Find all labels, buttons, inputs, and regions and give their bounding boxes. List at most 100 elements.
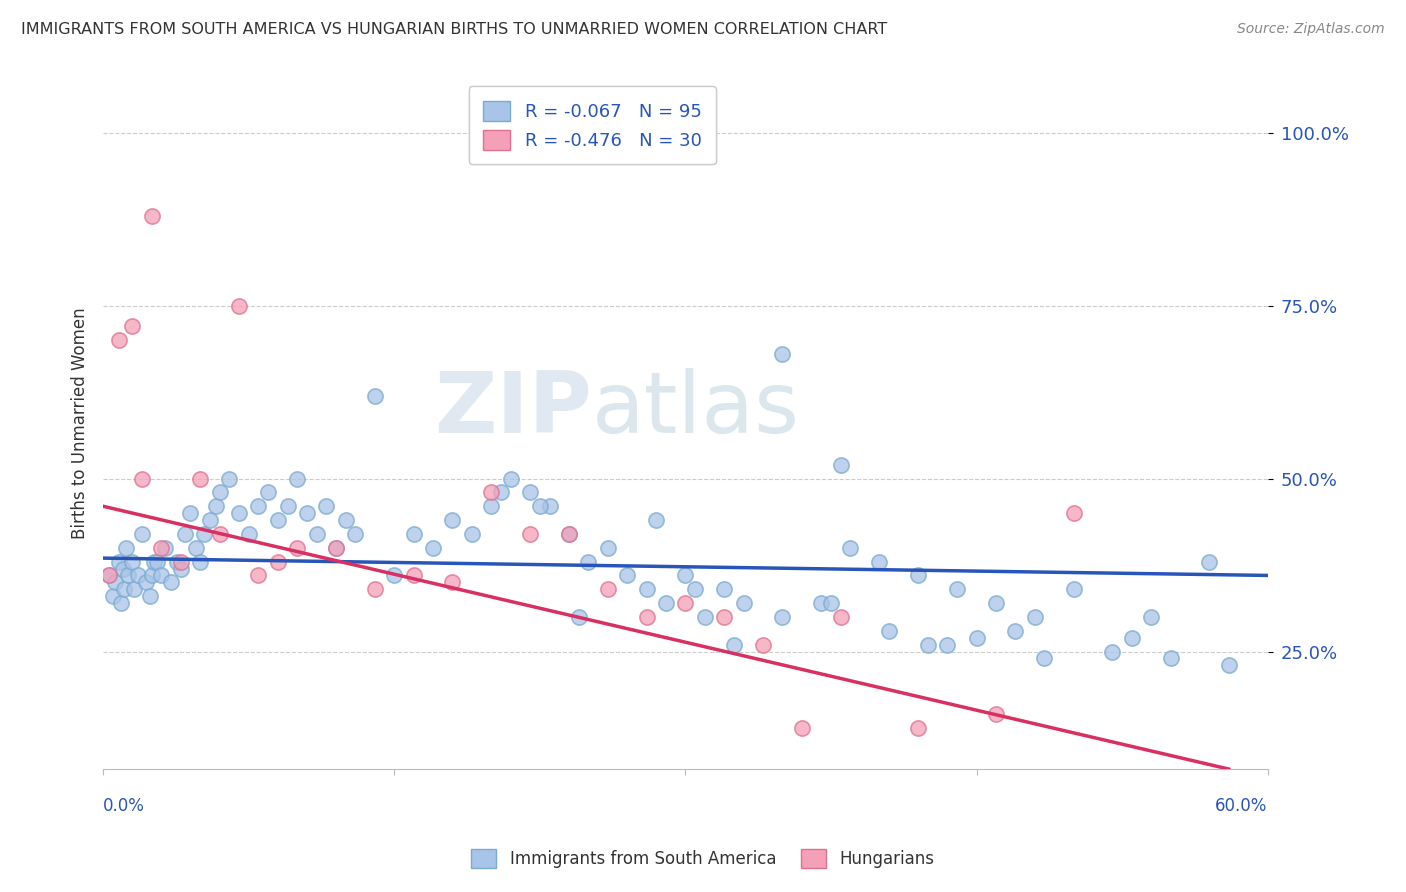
Point: [208, 485, 231, 500]
Point: [173, 527, 195, 541]
Point: [1024, 610, 1046, 624]
Point: [247, 568, 270, 582]
Point: [325, 541, 347, 555]
Point: [97, 568, 120, 582]
Point: [479, 485, 502, 500]
Point: [228, 299, 250, 313]
Point: [325, 541, 347, 555]
Point: [820, 596, 842, 610]
Point: [1063, 582, 1085, 597]
Point: [335, 513, 357, 527]
Point: [810, 596, 832, 610]
Point: [238, 527, 260, 541]
Point: [966, 631, 988, 645]
Text: 0.0%: 0.0%: [103, 797, 145, 814]
Point: [568, 610, 591, 624]
Point: [117, 568, 139, 582]
Point: [830, 610, 852, 624]
Point: [733, 596, 755, 610]
Point: [121, 319, 143, 334]
Point: [441, 513, 464, 527]
Point: [558, 527, 581, 541]
Text: Source: ZipAtlas.com: Source: ZipAtlas.com: [1237, 22, 1385, 37]
Point: [936, 638, 959, 652]
Point: [693, 610, 716, 624]
Point: [1101, 644, 1123, 658]
Point: [538, 500, 561, 514]
Point: [869, 555, 891, 569]
Point: [1004, 624, 1026, 638]
Y-axis label: Births to Unmarried Women: Births to Unmarried Women: [72, 308, 89, 539]
Point: [198, 513, 221, 527]
Point: [121, 555, 143, 569]
Point: [131, 527, 153, 541]
Point: [673, 596, 696, 610]
Point: [141, 568, 163, 582]
Point: [1063, 506, 1085, 520]
Point: [285, 541, 308, 555]
Point: [558, 527, 581, 541]
Point: [636, 610, 658, 624]
Point: [295, 506, 318, 520]
Point: [461, 527, 484, 541]
Point: [655, 596, 678, 610]
Point: [166, 555, 188, 569]
Point: [441, 575, 464, 590]
Point: [186, 541, 208, 555]
Point: [305, 527, 328, 541]
Point: [723, 638, 745, 652]
Point: [529, 500, 551, 514]
Point: [170, 555, 193, 569]
Point: [1121, 631, 1143, 645]
Point: [115, 541, 138, 555]
Point: [616, 568, 638, 582]
Point: [713, 582, 735, 597]
Point: [645, 513, 668, 527]
Point: [1160, 651, 1182, 665]
Point: [790, 721, 813, 735]
Point: [188, 555, 211, 569]
Point: [917, 638, 939, 652]
Point: [479, 500, 502, 514]
Text: 60.0%: 60.0%: [1215, 797, 1268, 814]
Point: [101, 589, 124, 603]
Point: [141, 209, 163, 223]
Point: [1218, 658, 1240, 673]
Point: [596, 582, 619, 597]
Text: ZIP: ZIP: [434, 368, 592, 451]
Point: [907, 721, 929, 735]
Point: [150, 568, 173, 582]
Point: [402, 568, 425, 582]
Point: [204, 500, 226, 514]
Point: [713, 610, 735, 624]
Text: IMMIGRANTS FROM SOUTH AMERICA VS HUNGARIAN BIRTHS TO UNMARRIED WOMEN CORRELATION: IMMIGRANTS FROM SOUTH AMERICA VS HUNGARI…: [21, 22, 887, 37]
Point: [499, 472, 522, 486]
Point: [1198, 555, 1220, 569]
Point: [752, 638, 775, 652]
Point: [267, 555, 290, 569]
Point: [344, 527, 367, 541]
Point: [107, 333, 129, 347]
Text: atlas: atlas: [592, 368, 800, 451]
Point: [364, 582, 387, 597]
Point: [267, 513, 290, 527]
Legend: R = -0.067   N = 95, R = -0.476   N = 30: R = -0.067 N = 95, R = -0.476 N = 30: [468, 87, 716, 164]
Point: [150, 541, 173, 555]
Point: [839, 541, 862, 555]
Point: [770, 347, 793, 361]
Point: [257, 485, 280, 500]
Point: [422, 541, 444, 555]
Point: [160, 575, 183, 590]
Point: [907, 568, 929, 582]
Point: [984, 706, 1007, 721]
Point: [984, 596, 1007, 610]
Point: [364, 388, 387, 402]
Point: [673, 568, 696, 582]
Point: [97, 568, 120, 582]
Point: [188, 472, 211, 486]
Point: [155, 541, 177, 555]
Point: [877, 624, 900, 638]
Point: [111, 561, 134, 575]
Point: [122, 582, 145, 597]
Point: [142, 555, 165, 569]
